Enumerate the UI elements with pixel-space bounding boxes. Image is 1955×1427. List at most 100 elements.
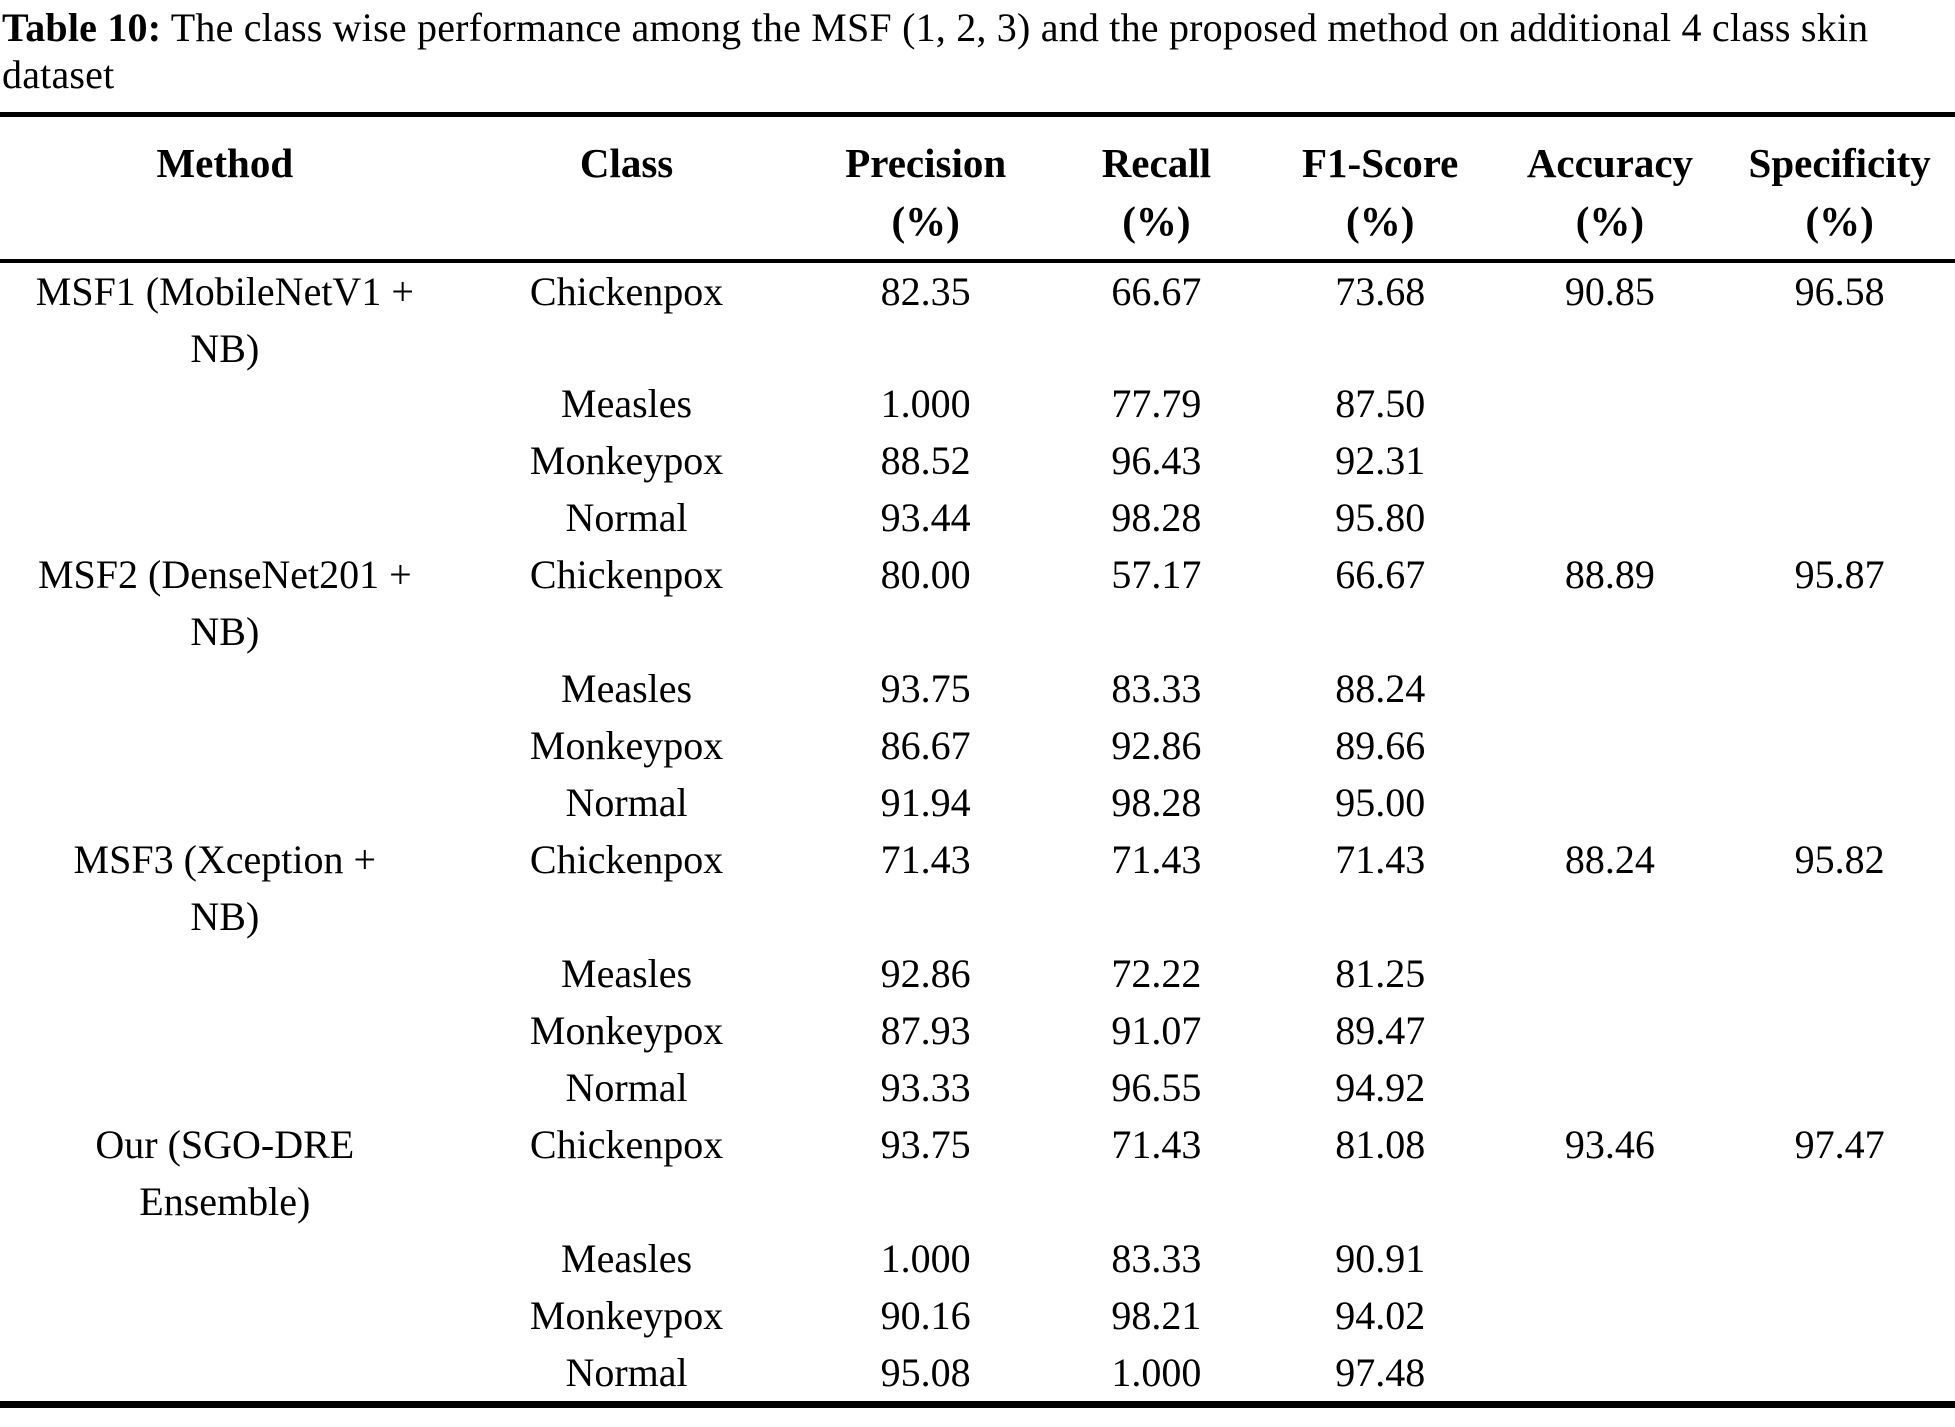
table-row: Normal 95.08 1.000 97.48: [0, 1344, 1955, 1405]
recall-cell: 91.07: [1111, 1008, 1202, 1053]
method-cell: MSF1 (MobileNetV1 + NB): [35, 269, 414, 371]
table-row: Normal 91.94 98.28 95.00: [0, 774, 1955, 831]
f1-score-cell: 94.92: [1335, 1065, 1426, 1110]
empty-cell: [1496, 432, 1725, 489]
recall-cell: 92.86: [1111, 723, 1202, 768]
recall-cell: 83.33: [1111, 666, 1202, 711]
recall-cell: 77.79: [1111, 381, 1202, 426]
f1-score-cell: 66.67: [1335, 552, 1426, 597]
specificity-cell: 96.58: [1794, 269, 1885, 314]
table-row: Normal 93.33 96.55 94.92: [0, 1059, 1955, 1116]
accuracy-cell: 93.46: [1564, 1122, 1655, 1167]
precision-cell: 1.000: [880, 1236, 971, 1281]
f1-score-cell: 81.25: [1335, 951, 1426, 996]
f1-score-cell: 87.50: [1335, 381, 1426, 426]
empty-cell: [1496, 375, 1725, 432]
table-row: Our (SGO-DRE Ensemble) Chickenpox 93.75 …: [0, 1116, 1955, 1230]
table-row: Measles 1.000 77.79 87.50: [0, 375, 1955, 432]
recall-cell: 72.22: [1111, 951, 1202, 996]
empty-cell: [1496, 1344, 1725, 1405]
empty-cell: [1724, 1059, 1955, 1116]
precision-cell: 88.52: [880, 438, 971, 483]
recall-cell: 98.28: [1111, 780, 1202, 825]
precision-cell: 71.43: [880, 837, 971, 882]
recall-cell: 57.17: [1111, 552, 1202, 597]
table-body: MSF1 (MobileNetV1 + NB) Chickenpox 82.35…: [0, 261, 1955, 1405]
f1-score-cell: 97.48: [1335, 1350, 1426, 1395]
table-row: Monkeypox 87.93 91.07 89.47: [0, 1002, 1955, 1059]
precision-cell: 92.86: [880, 951, 971, 996]
empty-cell: [1496, 660, 1725, 717]
specificity-cell: 97.47: [1794, 1122, 1885, 1167]
column-header-method: Method: [0, 114, 450, 263]
column-header-f1-score: F1-Score (%): [1264, 114, 1496, 263]
table-row: MSF3 (Xception + NB) Chickenpox 71.43 71…: [0, 831, 1955, 945]
recall-cell: 96.55: [1111, 1065, 1202, 1110]
table-row: Measles 93.75 83.33 88.24: [0, 660, 1955, 717]
precision-cell: 91.94: [880, 780, 971, 825]
table-row: Normal 93.44 98.28 95.80: [0, 489, 1955, 546]
recall-cell: 96.43: [1111, 438, 1202, 483]
class-cell: Monkeypox: [529, 1293, 724, 1338]
empty-cell: [1496, 1287, 1725, 1344]
header-row: Method Class Precision (%) Recall (%) F1…: [0, 114, 1955, 263]
empty-cell: [1496, 489, 1725, 546]
recall-cell: 98.28: [1111, 495, 1202, 540]
empty-cell: [1724, 660, 1955, 717]
table-row: Measles 1.000 83.33 90.91: [0, 1230, 1955, 1287]
class-cell: Chickenpox: [529, 1122, 724, 1167]
method-cell: Our (SGO-DRE Ensemble): [95, 1122, 355, 1224]
accuracy-cell: 90.85: [1564, 269, 1655, 314]
precision-cell: 93.75: [880, 666, 971, 711]
class-cell: Chickenpox: [529, 552, 724, 597]
recall-cell: 66.67: [1111, 269, 1202, 314]
column-header-specificity: Specificity (%): [1724, 114, 1955, 263]
empty-cell: [1724, 1344, 1955, 1405]
table-row: Monkeypox 86.67 92.86 89.66: [0, 717, 1955, 774]
f1-score-cell: 89.47: [1335, 1008, 1426, 1053]
table-row: Measles 92.86 72.22 81.25: [0, 945, 1955, 1002]
table-caption: Table 10: The class wise performance amo…: [0, 0, 1955, 98]
f1-score-cell: 89.66: [1335, 723, 1426, 768]
empty-cell: [1496, 717, 1725, 774]
table-row: MSF2 (DenseNet201 + NB) Chickenpox 80.00…: [0, 546, 1955, 660]
f1-score-cell: 92.31: [1335, 438, 1426, 483]
class-cell: Normal: [565, 780, 688, 825]
method-cell: MSF2 (DenseNet201 + NB): [37, 552, 412, 654]
class-cell: Normal: [565, 1065, 688, 1110]
class-cell: Monkeypox: [529, 438, 724, 483]
table-row: Monkeypox 90.16 98.21 94.02: [0, 1287, 1955, 1344]
empty-cell: [1724, 774, 1955, 831]
class-cell: Measles: [561, 951, 693, 996]
f1-score-cell: 90.91: [1335, 1236, 1426, 1281]
table-header: Method Class Precision (%) Recall (%) F1…: [0, 114, 1955, 263]
class-cell: Measles: [561, 666, 693, 711]
caption-label: Table 10:: [2, 5, 162, 50]
specificity-cell: 95.87: [1794, 552, 1885, 597]
recall-cell: 83.33: [1111, 1236, 1202, 1281]
class-cell: Chickenpox: [529, 269, 724, 314]
precision-cell: 82.35: [880, 269, 971, 314]
class-cell: Normal: [565, 495, 688, 540]
class-cell: Measles: [561, 381, 693, 426]
precision-cell: 95.08: [880, 1350, 971, 1395]
empty-cell: [1496, 1002, 1725, 1059]
performance-table: Method Class Precision (%) Recall (%) F1…: [0, 112, 1955, 1408]
class-cell: Monkeypox: [529, 1008, 724, 1053]
empty-cell: [1496, 945, 1725, 1002]
column-header-class: Class: [449, 114, 804, 263]
class-cell: Monkeypox: [529, 723, 724, 768]
precision-cell: 93.44: [880, 495, 971, 540]
class-cell: Normal: [565, 1350, 688, 1395]
recall-cell: 71.43: [1111, 837, 1202, 882]
specificity-cell: 95.82: [1794, 837, 1885, 882]
precision-cell: 1.000: [880, 381, 971, 426]
empty-cell: [1724, 945, 1955, 1002]
f1-score-cell: 81.08: [1335, 1122, 1426, 1167]
empty-cell: [1724, 1287, 1955, 1344]
recall-cell: 98.21: [1111, 1293, 1202, 1338]
method-cell: MSF3 (Xception + NB): [73, 837, 377, 939]
empty-cell: [1724, 375, 1955, 432]
recall-cell: 71.43: [1111, 1122, 1202, 1167]
f1-score-cell: 95.00: [1335, 780, 1426, 825]
